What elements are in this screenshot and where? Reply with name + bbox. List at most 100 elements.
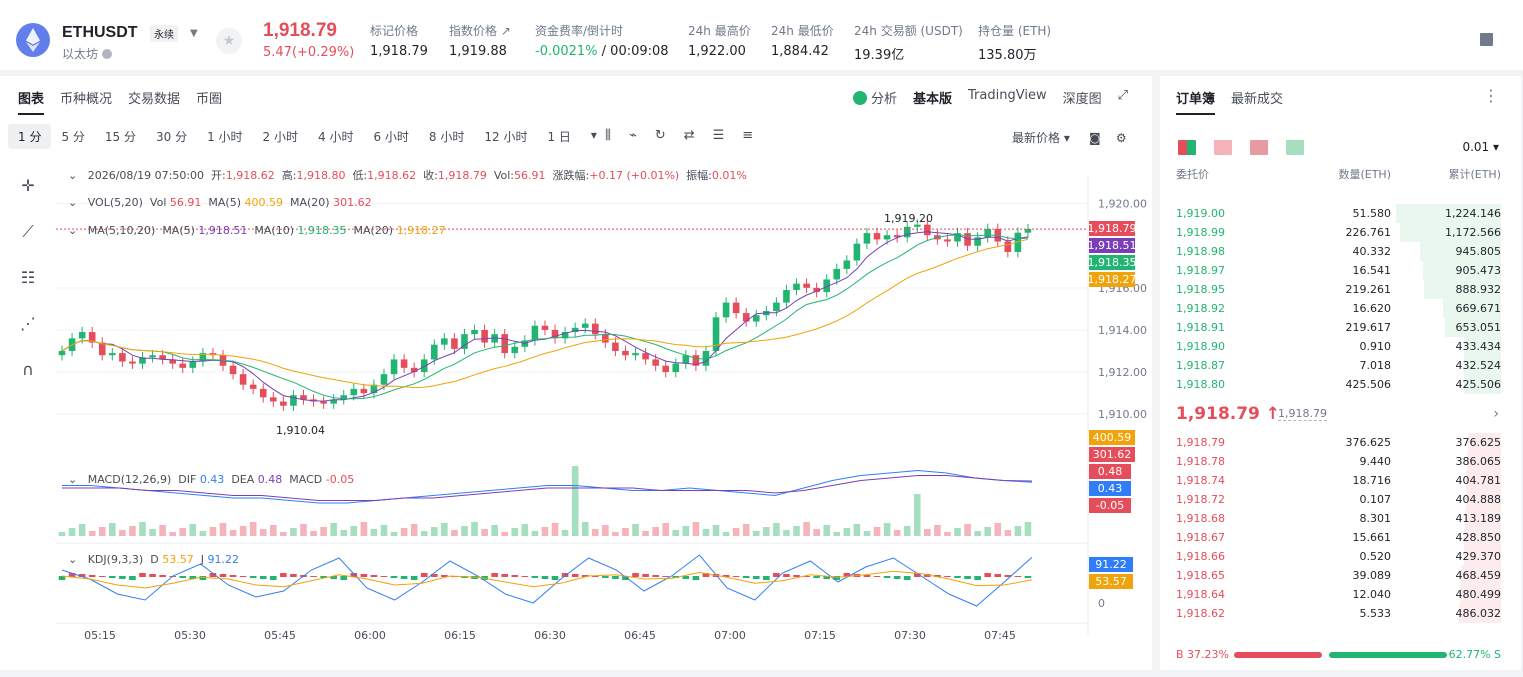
row-amount: 0.520 xyxy=(1359,550,1392,563)
candle-body xyxy=(712,317,720,351)
interval-1d[interactable]: 1 日 xyxy=(547,130,571,144)
view-asks-icon[interactable] xyxy=(1214,140,1232,155)
ask-row[interactable]: 1,918.62 5.533 486.032 xyxy=(1176,604,1501,623)
info-icon[interactable] xyxy=(102,49,113,59)
stat-mark-price: 标记价格 1,918.79 xyxy=(370,24,428,59)
pattern-icon[interactable]: ⋰ xyxy=(20,314,36,333)
row-price: 1,918.80 xyxy=(1176,378,1225,391)
settings-list-icon[interactable]: ≡ xyxy=(742,128,754,143)
interval-15m[interactable]: 15 分 xyxy=(104,130,136,144)
price-tag-label: 1,918.79 xyxy=(1088,222,1137,235)
bid-row[interactable]: 1,918.97 16.541 905.473 xyxy=(1176,261,1501,280)
interval-30m[interactable]: 30 分 xyxy=(156,130,188,144)
analysis-button[interactable]: 分析 xyxy=(853,88,897,107)
tab-recent-trades[interactable]: 最新成交 xyxy=(1231,92,1284,107)
macd-bar xyxy=(109,576,116,578)
macd-bar xyxy=(612,576,619,579)
refresh-icon[interactable]: ↻ xyxy=(654,128,666,143)
interval-1h[interactable]: 1 小时 xyxy=(207,130,243,144)
ask-row[interactable]: 1,918.74 18.716 404.781 xyxy=(1176,471,1501,490)
favorite-star-icon[interactable]: ★ xyxy=(216,28,242,54)
legend-collapse-icon[interactable]: ⌄ xyxy=(68,224,78,237)
fullscreen-icon[interactable]: ⤢ xyxy=(1117,88,1128,103)
ask-row[interactable]: 1,918.67 15.661 428.850 xyxy=(1176,528,1501,547)
macd-bar xyxy=(1024,576,1032,578)
tab-depth[interactable]: 深度图 xyxy=(1062,92,1102,107)
precision-select[interactable]: 0.01 ▾ xyxy=(1462,140,1499,154)
ask-row[interactable]: 1,918.64 12.040 480.499 xyxy=(1176,585,1501,604)
interval-8h[interactable]: 8 小时 xyxy=(428,130,465,144)
candle-type-icon[interactable]: ⫼ xyxy=(605,128,611,143)
macd-bar xyxy=(551,576,559,580)
view-bids-icon[interactable] xyxy=(1286,140,1304,155)
ask-row[interactable]: 1,918.68 8.301 413.189 xyxy=(1176,509,1501,528)
macd-bar xyxy=(903,576,911,580)
ask-row[interactable]: 1,918.79 376.625 376.625 xyxy=(1176,433,1501,452)
legend-collapse-icon[interactable]: ⌄ xyxy=(68,196,78,209)
trendline-icon[interactable]: ⟋ xyxy=(22,222,34,241)
template-icon[interactable]: ☰ xyxy=(712,128,725,143)
macd-bar xyxy=(149,574,156,577)
bid-row[interactable]: 1,918.91 219.617 653.051 xyxy=(1176,318,1501,337)
compare-icon[interactable]: ⇄ xyxy=(683,128,695,143)
chevron-right-icon[interactable]: › xyxy=(1493,406,1499,422)
bid-row[interactable]: 1,918.99 226.761 1,172.566 xyxy=(1176,223,1501,242)
candle-body xyxy=(1004,241,1012,253)
candlestick-chart[interactable]: 1,920.001,916.001,914.001,912.001,910.00… xyxy=(0,76,1152,670)
stat-index-price[interactable]: 指数价格 ↗ 1,919.88 xyxy=(449,24,511,59)
ask-row[interactable]: 1,918.66 0.520 429.370 xyxy=(1176,547,1501,566)
camera-icon[interactable]: ◙ xyxy=(1088,131,1101,145)
magnet-icon[interactable]: ∩ xyxy=(22,360,34,379)
macd-bar xyxy=(672,576,680,578)
tab-community[interactable]: 币圈 xyxy=(196,92,223,107)
contract-type-badge: 永续 xyxy=(150,25,178,42)
bid-row[interactable]: 1,918.98 40.332 945.805 xyxy=(1176,242,1501,261)
interval-6h[interactable]: 6 小时 xyxy=(373,130,409,144)
bid-row[interactable]: 1,918.95 219.261 888.932 xyxy=(1176,280,1501,299)
tab-chart[interactable]: 图表 xyxy=(18,88,45,115)
interval-4h[interactable]: 4 小时 xyxy=(318,130,354,144)
crosshair-icon[interactable]: ✛ xyxy=(21,176,35,195)
macd-bar xyxy=(954,576,961,578)
interval-12h[interactable]: 12 小时 xyxy=(484,130,528,144)
interval-5m[interactable]: 5 分 xyxy=(61,130,85,144)
tab-tradingview[interactable]: TradingView xyxy=(968,88,1047,103)
symbol-name[interactable]: ETHUSDT xyxy=(62,24,138,41)
bid-row[interactable]: 1,918.80 425.506 425.506 xyxy=(1176,375,1501,394)
view-asks-only-icon[interactable] xyxy=(1250,140,1268,155)
candle-body xyxy=(189,361,197,368)
macd-bar xyxy=(249,576,257,578)
interval-2h[interactable]: 2 小时 xyxy=(262,130,298,144)
price-type-select[interactable]: 最新价格 ▾ ◙ ⚙ xyxy=(1012,131,1127,145)
indicator-icon[interactable]: ⌁ xyxy=(628,128,637,143)
view-both-icon[interactable] xyxy=(1178,140,1196,155)
interval-more-icon[interactable]: ▾ xyxy=(590,128,597,142)
ask-row[interactable]: 1,918.65 39.089 468.459 xyxy=(1176,566,1501,585)
tab-basic[interactable]: 基本版 xyxy=(913,92,953,107)
order-book-panel: 订单簿 最新成交 ⋮ 0.01 ▾ 委托价 数量(ETH) 累计(ETH) 1,… xyxy=(1160,76,1521,670)
guide-book-icon[interactable] xyxy=(1480,33,1493,46)
stat-funding-rate: 资金费率/倒计时 -0.0021% / 00:09:08 xyxy=(535,24,669,59)
symbol-dropdown-icon[interactable]: ▼ xyxy=(190,28,198,39)
macd-bar xyxy=(732,576,740,577)
row-amount: 8.301 xyxy=(1359,512,1392,525)
legend-collapse-icon[interactable]: ⌄ xyxy=(68,553,78,566)
ask-row[interactable]: 1,918.72 0.107 404.888 xyxy=(1176,490,1501,509)
candle-body xyxy=(169,359,176,364)
legend-collapse-icon[interactable]: ⌄ xyxy=(68,473,78,486)
volume-bar xyxy=(833,532,841,536)
bid-row[interactable]: 1,918.92 16.620 669.671 xyxy=(1176,299,1501,318)
fib-icon[interactable]: ☷ xyxy=(20,268,36,287)
bid-row[interactable]: 1,918.87 7.018 432.524 xyxy=(1176,356,1501,375)
ask-row[interactable]: 1,918.78 9.440 386.065 xyxy=(1176,452,1501,471)
bid-row[interactable]: 1,918.90 0.910 433.434 xyxy=(1176,337,1501,356)
more-menu-icon[interactable]: ⋮ xyxy=(1483,86,1499,105)
gear-icon[interactable]: ⚙ xyxy=(1115,131,1127,145)
bid-row[interactable]: 1,919.00 51.580 1,224.146 xyxy=(1176,204,1501,223)
interval-1m[interactable]: 1 分 xyxy=(8,124,52,149)
legend-collapse-icon[interactable]: ⌄ xyxy=(68,169,78,182)
tab-coin-overview[interactable]: 币种概况 xyxy=(60,92,113,107)
tab-order-book[interactable]: 订单簿 xyxy=(1176,88,1216,115)
macd-bar xyxy=(823,576,831,579)
tab-trading-data[interactable]: 交易数据 xyxy=(128,92,181,107)
